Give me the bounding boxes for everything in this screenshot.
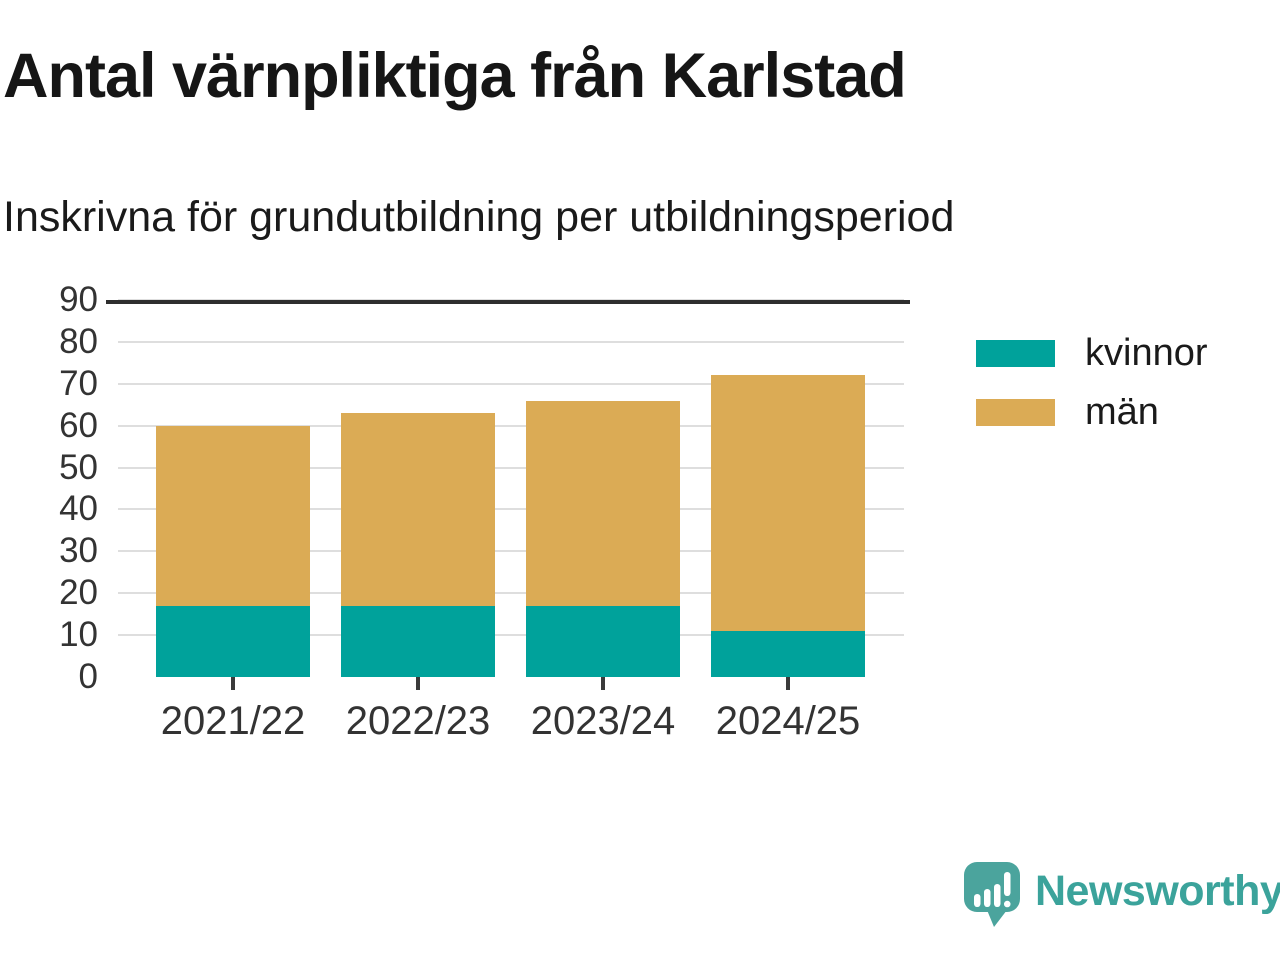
- brand-name: Newsworthy: [1035, 867, 1280, 915]
- legend-item-män: män: [976, 390, 1208, 434]
- legend: kvinnor män: [976, 331, 1208, 449]
- plot-area: 0 10 20 30 40 50 60 70 80 90 2021/22 2022/23 2023/24…: [59, 282, 910, 743]
- y-tick-label: 10: [59, 615, 98, 655]
- bar-group-2021/22: [156, 425, 310, 677]
- x-axis-tick: [416, 677, 420, 690]
- gridline-40: [118, 508, 904, 511]
- legend-swatch: [976, 339, 1055, 367]
- gridline-20: [118, 592, 904, 595]
- y-tick-label: 90: [59, 280, 98, 319]
- bar-segment-män: [526, 400, 680, 606]
- y-tick-label: 60: [59, 405, 98, 445]
- bar-group-2023/24: [526, 400, 680, 677]
- legend-item-kvinnor: kvinnor: [976, 331, 1208, 375]
- gridline-50: [118, 466, 904, 469]
- y-tick-label: 30: [59, 531, 98, 571]
- legend-swatch: [976, 398, 1055, 426]
- y-tick-label: 20: [59, 573, 98, 613]
- x-axis-line: [106, 300, 910, 304]
- bar-segment-män: [711, 375, 865, 631]
- gridline-60: [118, 424, 904, 427]
- chart-subtitle: Inskrivna för grundutbildning per utbild…: [3, 193, 955, 241]
- y-tick-label: 0: [78, 657, 98, 696]
- bar-segment-kvinnor: [711, 630, 865, 677]
- bar-segment-kvinnor: [526, 605, 680, 677]
- x-tick-label: 2022/23: [345, 699, 491, 743]
- bar-group-2024/25: [711, 375, 865, 677]
- brand-footer: Newsworthy: [963, 861, 1280, 929]
- x-tick-label: 2024/25: [715, 699, 861, 743]
- newsworthy-logo-icon: [964, 862, 1020, 927]
- gridline-10: [118, 634, 904, 637]
- bar-segment-män: [341, 413, 495, 606]
- x-tick-label: 2021/22: [160, 699, 306, 743]
- gridline-30: [118, 550, 904, 553]
- bar-group-2022/23: [341, 413, 495, 677]
- x-axis-tick: [601, 677, 605, 690]
- bar-segment-kvinnor: [341, 605, 495, 677]
- x-axis-tick: [786, 677, 790, 690]
- x-tick-label: 2023/24: [530, 699, 676, 743]
- legend-label: män: [1085, 391, 1159, 433]
- chart-title: Antal värnpliktiga från Karlstad: [3, 41, 907, 111]
- y-tick-label: 80: [59, 321, 98, 361]
- gridline-80: [118, 340, 904, 343]
- bar-segment-kvinnor: [156, 605, 310, 677]
- y-tick-label: 50: [59, 447, 98, 487]
- gridline-70: [118, 382, 904, 385]
- y-tick-label: 40: [59, 489, 98, 529]
- y-tick-label: 70: [59, 363, 98, 403]
- legend-label: kvinnor: [1085, 332, 1208, 374]
- x-axis-tick: [231, 677, 235, 690]
- bar-segment-män: [156, 425, 310, 606]
